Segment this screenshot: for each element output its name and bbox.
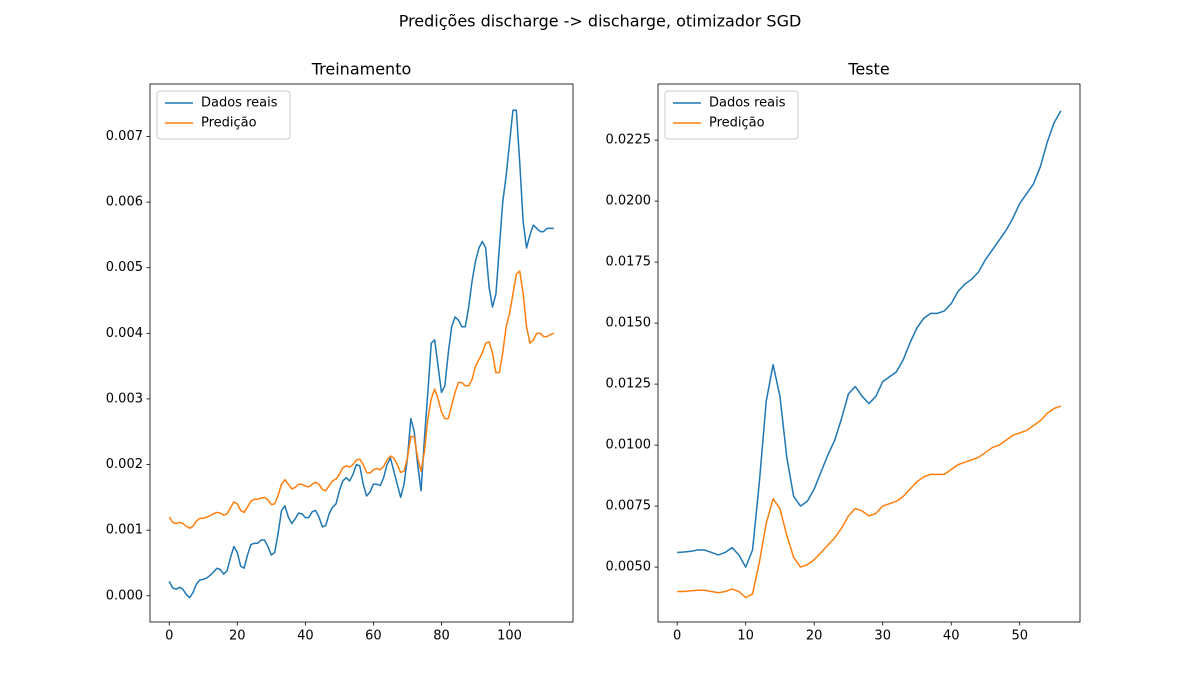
axes-title: Treinamento — [311, 60, 412, 79]
x-tick-label: 0 — [673, 629, 681, 644]
x-tick-label: 40 — [943, 629, 960, 644]
x-tick-label: 0 — [165, 629, 173, 644]
x-tick-label: 20 — [806, 629, 823, 644]
x-tick-label: 20 — [229, 629, 246, 644]
axes-frame — [657, 83, 1081, 623]
axes-title: Teste — [847, 60, 889, 79]
y-tick-label: 0.0225 — [606, 133, 652, 148]
y-tick-label: 0.000 — [106, 588, 143, 603]
y-tick-label: 0.0050 — [606, 560, 652, 575]
data-line — [677, 405, 1062, 599]
y-tick-label: 0.0075 — [606, 499, 652, 514]
axes: Teste 0 10 20 30 40 50 0.0050 0.0075 0.0100 0.0125… — [606, 60, 1081, 644]
y-tick-label: 0.007 — [106, 129, 143, 144]
legend-label: Predição — [709, 116, 765, 131]
x-tick-label: 40 — [297, 629, 314, 644]
x-tick-label: 50 — [1011, 629, 1028, 644]
x-tick-label: 80 — [433, 629, 450, 644]
y-tick-label: 0.005 — [106, 260, 143, 275]
axes-frame — [149, 83, 574, 623]
y-tick-label: 0.0200 — [606, 194, 652, 209]
y-tick-label: 0.002 — [106, 457, 143, 472]
y-tick-label: 0.004 — [106, 326, 143, 341]
data-line — [168, 109, 554, 599]
data-line — [677, 110, 1062, 568]
y-tick-label: 0.0175 — [606, 255, 652, 270]
x-tick-label: 10 — [737, 629, 754, 644]
data-line — [168, 270, 555, 529]
x-tick-label: 100 — [497, 629, 522, 644]
legend-label: Dados reais — [709, 96, 786, 111]
legend: Dados reais Predição — [664, 90, 799, 140]
axes: Treinamento 0 20 40 60 80 100 0.000 0.001 0.002 0.… — [106, 60, 574, 644]
legend-label: Dados reais — [201, 96, 278, 111]
y-tick-label: 0.0150 — [606, 316, 652, 331]
x-tick-label: 30 — [874, 629, 891, 644]
y-tick-label: 0.0125 — [606, 377, 652, 392]
y-tick-label: 0.006 — [106, 195, 143, 210]
y-tick-label: 0.0100 — [606, 438, 652, 453]
x-tick-label: 60 — [365, 629, 382, 644]
legend-label: Predição — [201, 116, 257, 131]
y-tick-label: 0.003 — [106, 391, 143, 406]
figure-title: Predições discharge -> discharge, otimiz… — [399, 12, 802, 31]
y-tick-label: 0.001 — [106, 523, 143, 538]
legend: Dados reais Predição — [156, 90, 291, 140]
